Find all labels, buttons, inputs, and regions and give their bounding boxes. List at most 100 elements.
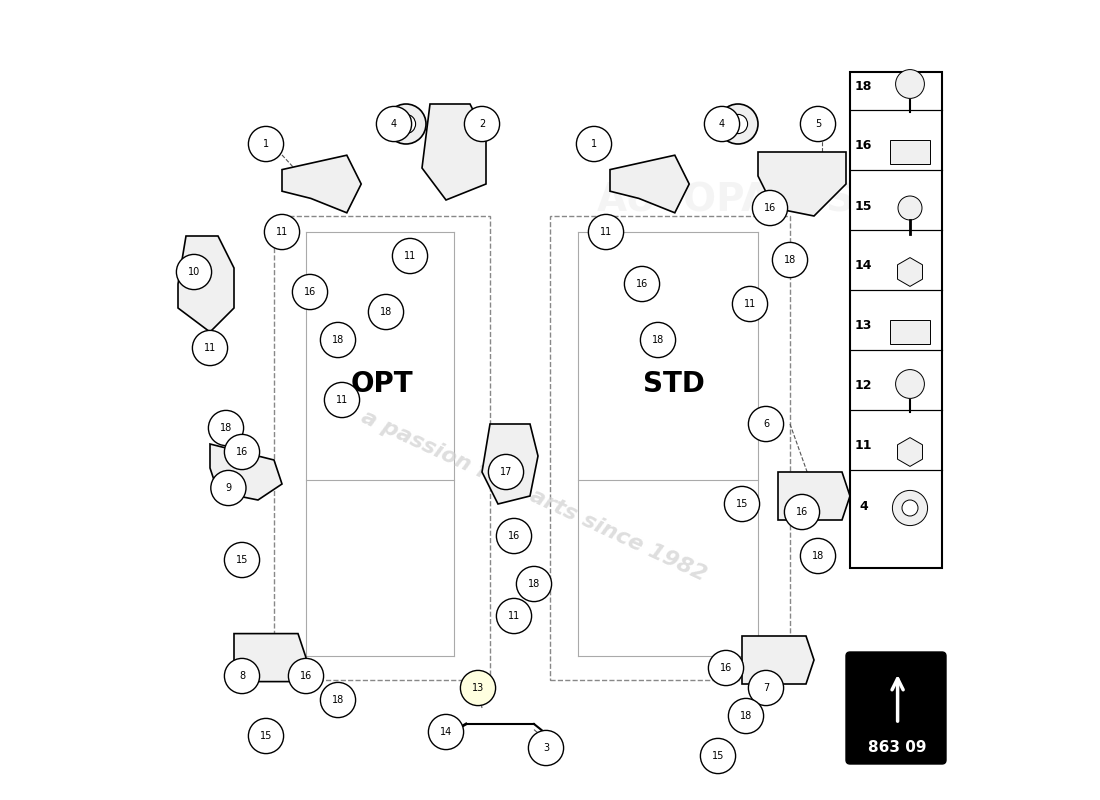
Circle shape <box>708 650 744 686</box>
Circle shape <box>701 738 736 774</box>
Text: STD: STD <box>644 370 705 398</box>
Circle shape <box>516 566 551 602</box>
Text: 6: 6 <box>763 419 769 429</box>
Polygon shape <box>778 472 850 520</box>
Circle shape <box>728 114 748 134</box>
Text: 16: 16 <box>300 671 312 681</box>
Circle shape <box>320 322 355 358</box>
Text: 9: 9 <box>226 483 231 493</box>
Text: 15: 15 <box>855 199 872 213</box>
Circle shape <box>496 598 531 634</box>
Circle shape <box>733 286 768 322</box>
Polygon shape <box>898 438 923 466</box>
Circle shape <box>393 238 428 274</box>
FancyBboxPatch shape <box>846 652 946 764</box>
Circle shape <box>576 126 612 162</box>
Text: 2: 2 <box>478 119 485 129</box>
Circle shape <box>895 370 924 398</box>
Text: 7: 7 <box>763 683 769 693</box>
Text: 16: 16 <box>304 287 316 297</box>
Circle shape <box>640 322 675 358</box>
Text: 18: 18 <box>784 255 796 265</box>
Circle shape <box>464 106 499 142</box>
Text: 4: 4 <box>719 119 725 129</box>
Polygon shape <box>178 236 234 332</box>
Circle shape <box>625 266 660 302</box>
Circle shape <box>293 274 328 310</box>
Text: 17: 17 <box>499 467 513 477</box>
Text: 16: 16 <box>763 203 777 213</box>
Circle shape <box>368 294 404 330</box>
Text: a passion for parts since 1982: a passion for parts since 1982 <box>359 407 710 585</box>
Polygon shape <box>758 152 846 216</box>
Circle shape <box>752 190 788 226</box>
Text: 10: 10 <box>188 267 200 277</box>
Text: 11: 11 <box>204 343 216 353</box>
Text: 15: 15 <box>260 731 272 741</box>
Text: AUTOPARTS: AUTOPARTS <box>597 181 855 219</box>
Circle shape <box>528 730 563 766</box>
Circle shape <box>249 126 284 162</box>
Text: 12: 12 <box>855 379 872 393</box>
Circle shape <box>748 670 783 706</box>
Text: 18: 18 <box>652 335 664 345</box>
Circle shape <box>728 698 763 734</box>
Text: 5: 5 <box>815 119 821 129</box>
Text: 13: 13 <box>472 683 484 693</box>
Text: 18: 18 <box>332 695 344 705</box>
Circle shape <box>704 106 739 142</box>
Text: 15: 15 <box>712 751 724 761</box>
Circle shape <box>208 410 243 446</box>
Text: 4: 4 <box>859 499 868 513</box>
Circle shape <box>376 106 411 142</box>
Circle shape <box>772 242 807 278</box>
Circle shape <box>784 494 820 530</box>
Text: 16: 16 <box>719 663 733 673</box>
Circle shape <box>211 470 246 506</box>
Text: 8: 8 <box>239 671 245 681</box>
Circle shape <box>386 104 426 144</box>
Circle shape <box>396 114 416 134</box>
Circle shape <box>249 718 284 754</box>
Circle shape <box>892 490 927 526</box>
Text: 11: 11 <box>276 227 288 237</box>
Text: 16: 16 <box>508 531 520 541</box>
Circle shape <box>801 106 836 142</box>
Text: 15: 15 <box>235 555 249 565</box>
Text: 1: 1 <box>591 139 597 149</box>
Circle shape <box>324 382 360 418</box>
Polygon shape <box>282 155 361 213</box>
Text: 11: 11 <box>744 299 756 309</box>
Circle shape <box>224 658 260 694</box>
Text: 13: 13 <box>855 319 872 333</box>
Circle shape <box>588 214 624 250</box>
Polygon shape <box>610 155 690 213</box>
Text: 18: 18 <box>220 423 232 433</box>
Text: OPT: OPT <box>351 370 414 398</box>
Circle shape <box>801 538 836 574</box>
Text: 18: 18 <box>528 579 540 589</box>
Text: 3: 3 <box>543 743 549 753</box>
Text: 14: 14 <box>855 259 872 273</box>
Text: 11: 11 <box>508 611 520 621</box>
Text: 18: 18 <box>332 335 344 345</box>
Text: 18: 18 <box>812 551 824 561</box>
Text: 1: 1 <box>263 139 270 149</box>
Circle shape <box>176 254 211 290</box>
Circle shape <box>895 70 924 98</box>
Circle shape <box>224 542 260 578</box>
Text: 16: 16 <box>235 447 249 457</box>
Text: 15: 15 <box>736 499 748 509</box>
Text: 11: 11 <box>600 227 612 237</box>
Circle shape <box>288 658 323 694</box>
Circle shape <box>488 454 524 490</box>
Circle shape <box>725 486 760 522</box>
Text: 11: 11 <box>404 251 416 261</box>
Text: 863 09: 863 09 <box>868 741 927 755</box>
Polygon shape <box>234 634 306 682</box>
Circle shape <box>428 714 463 750</box>
Circle shape <box>461 670 496 706</box>
Text: 18: 18 <box>379 307 392 317</box>
Polygon shape <box>742 636 814 684</box>
Text: 16: 16 <box>855 139 872 153</box>
